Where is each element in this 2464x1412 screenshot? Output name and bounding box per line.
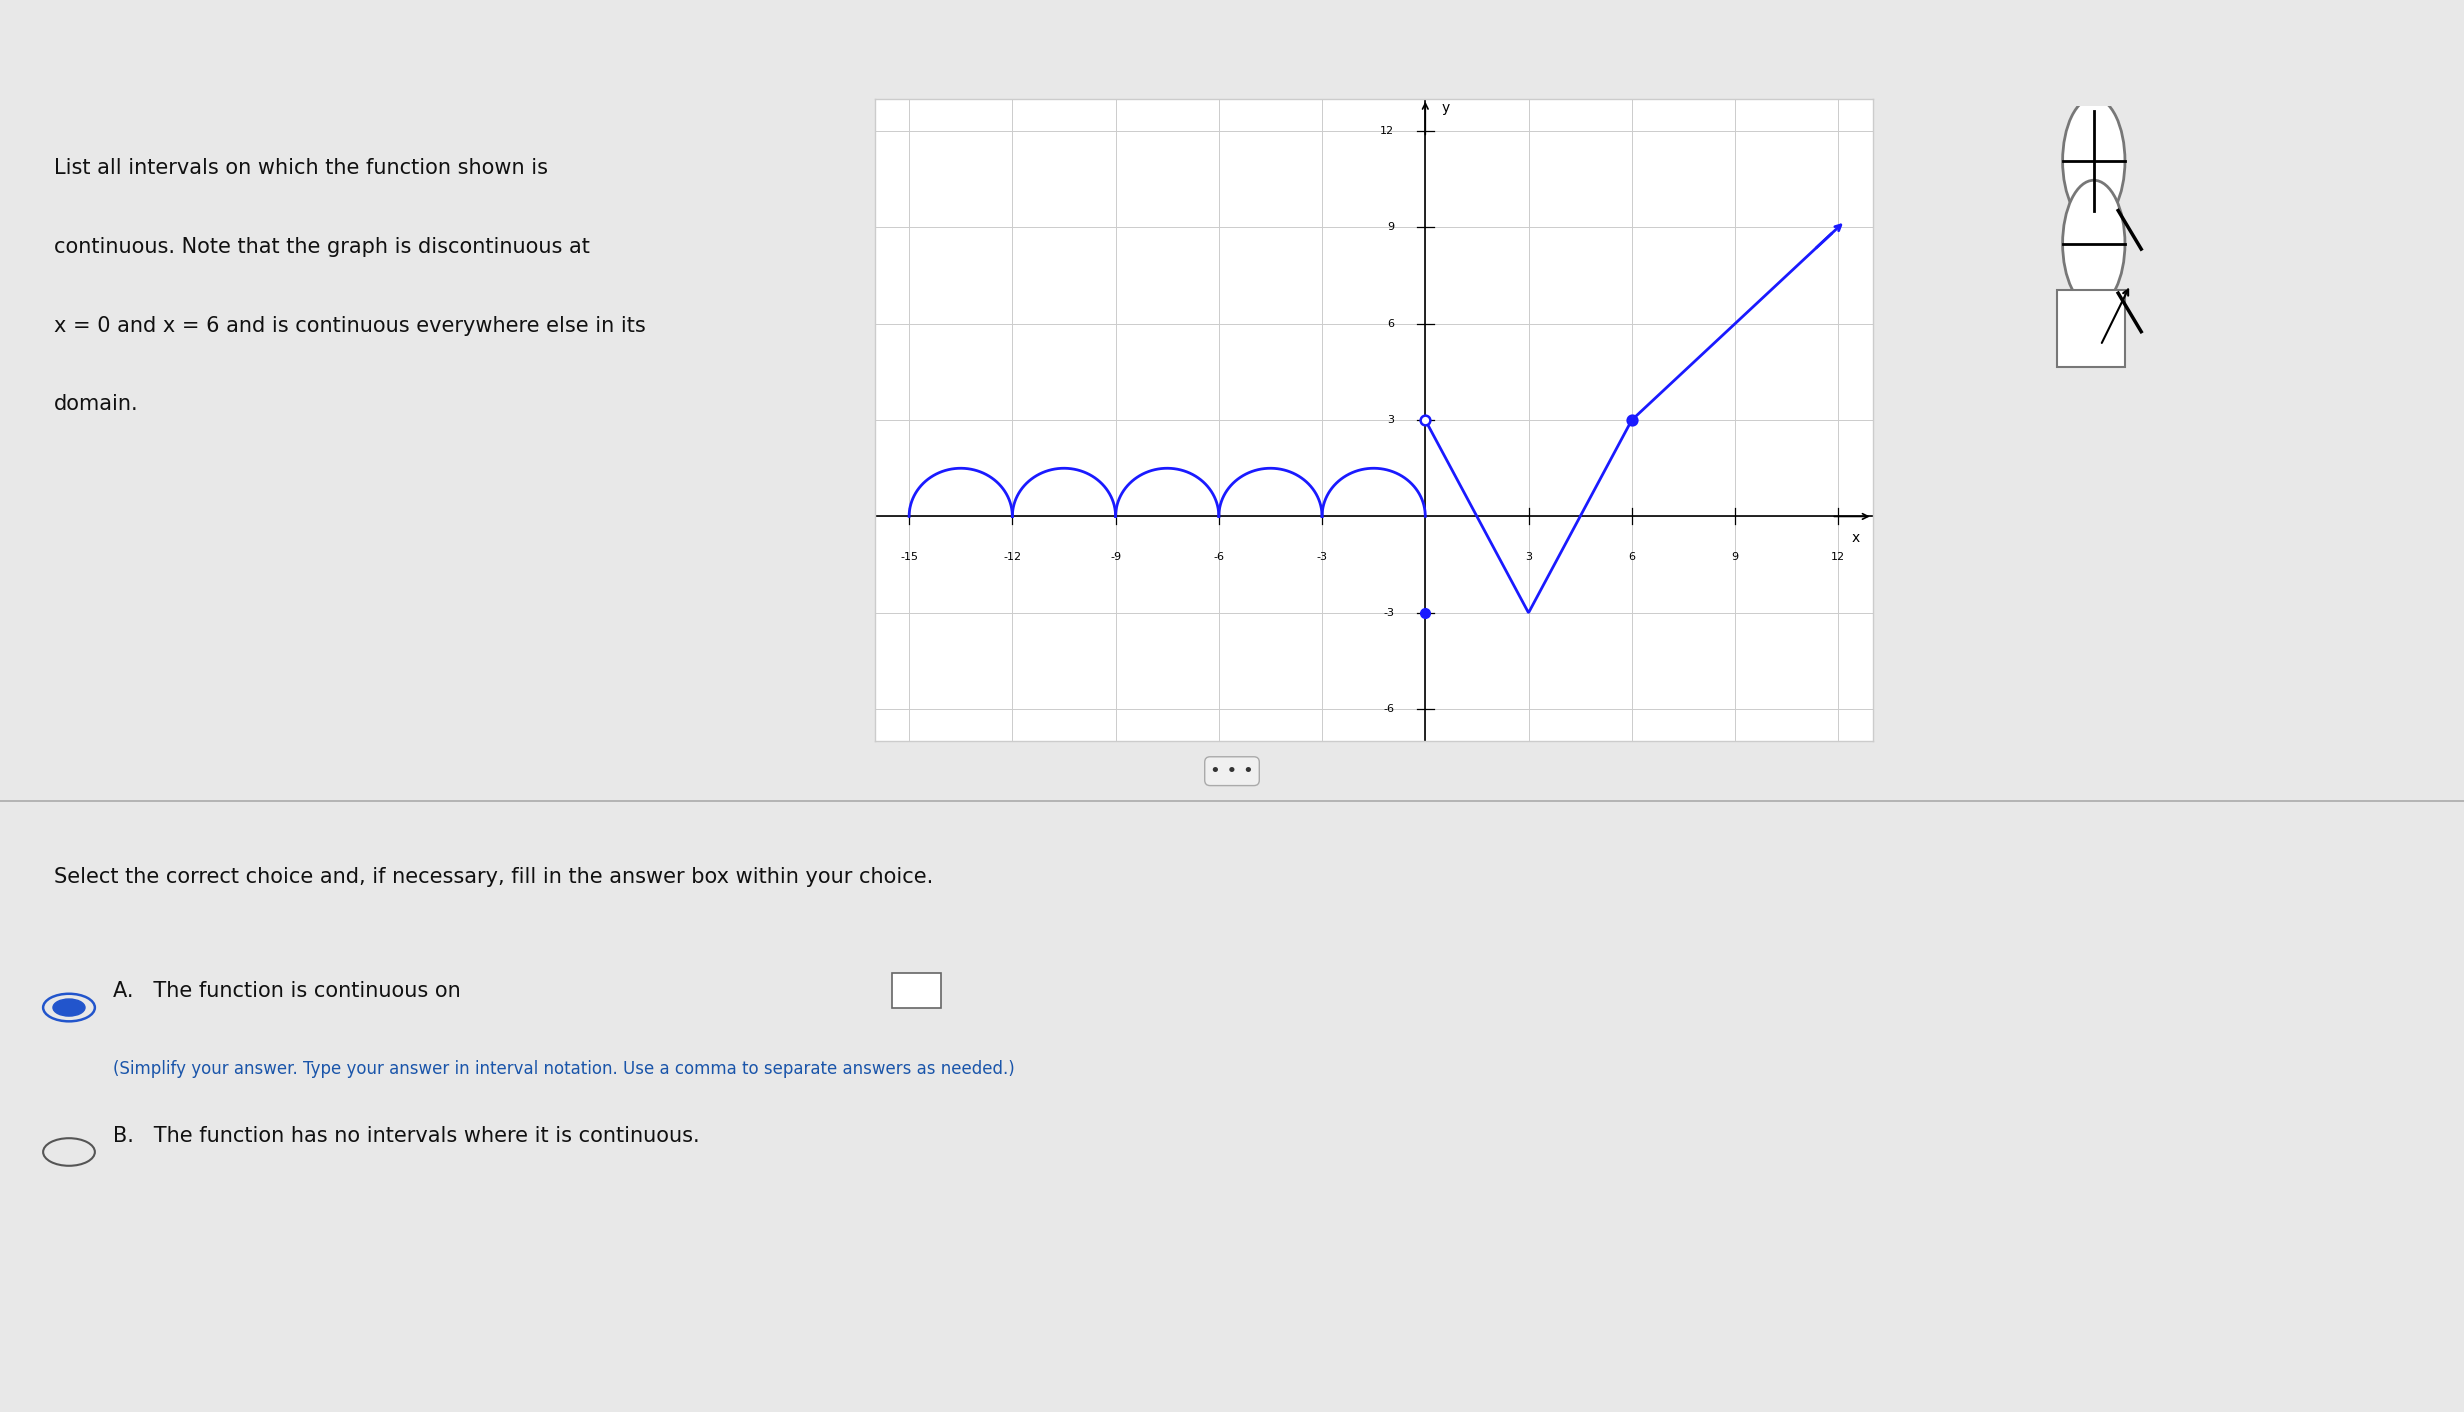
Text: 12: 12 — [1831, 552, 1846, 562]
Circle shape — [2062, 97, 2124, 225]
Text: y: y — [1441, 100, 1451, 114]
Text: domain.: domain. — [54, 394, 138, 414]
Text: A.   The function is continuous on: A. The function is continuous on — [113, 981, 461, 1001]
Text: 12: 12 — [1380, 126, 1395, 136]
Text: -3: -3 — [1382, 607, 1395, 618]
Text: -6: -6 — [1212, 552, 1225, 562]
Text: continuous. Note that the graph is discontinuous at: continuous. Note that the graph is disco… — [54, 237, 589, 257]
Text: 3: 3 — [1387, 415, 1395, 425]
Bar — [892, 973, 941, 1008]
Circle shape — [2062, 181, 2124, 306]
Text: -6: -6 — [1382, 705, 1395, 714]
Text: x = 0 and x = 6 and is continuous everywhere else in its: x = 0 and x = 6 and is continuous everyw… — [54, 315, 646, 336]
Text: -12: -12 — [1003, 552, 1023, 562]
Text: B.   The function has no intervals where it is continuous.: B. The function has no intervals where i… — [113, 1125, 700, 1145]
Text: x: x — [1850, 531, 1860, 545]
Text: Select the correct choice and, if necessary, fill in the answer box within your : Select the correct choice and, if necess… — [54, 867, 934, 887]
Text: 6: 6 — [1629, 552, 1636, 562]
Text: • • •: • • • — [1210, 762, 1254, 781]
Bar — [2057, 291, 2124, 367]
Text: 6: 6 — [1387, 319, 1395, 329]
Text: -9: -9 — [1111, 552, 1121, 562]
Text: 9: 9 — [1732, 552, 1740, 562]
Text: 9: 9 — [1387, 222, 1395, 233]
Text: 3: 3 — [1525, 552, 1533, 562]
Text: -3: -3 — [1316, 552, 1328, 562]
Text: -15: -15 — [899, 552, 919, 562]
Circle shape — [54, 1000, 84, 1017]
Text: List all intervals on which the function shown is: List all intervals on which the function… — [54, 158, 547, 178]
Text: (Simplify your answer. Type your answer in interval notation. Use a comma to sep: (Simplify your answer. Type your answer … — [113, 1060, 1015, 1079]
